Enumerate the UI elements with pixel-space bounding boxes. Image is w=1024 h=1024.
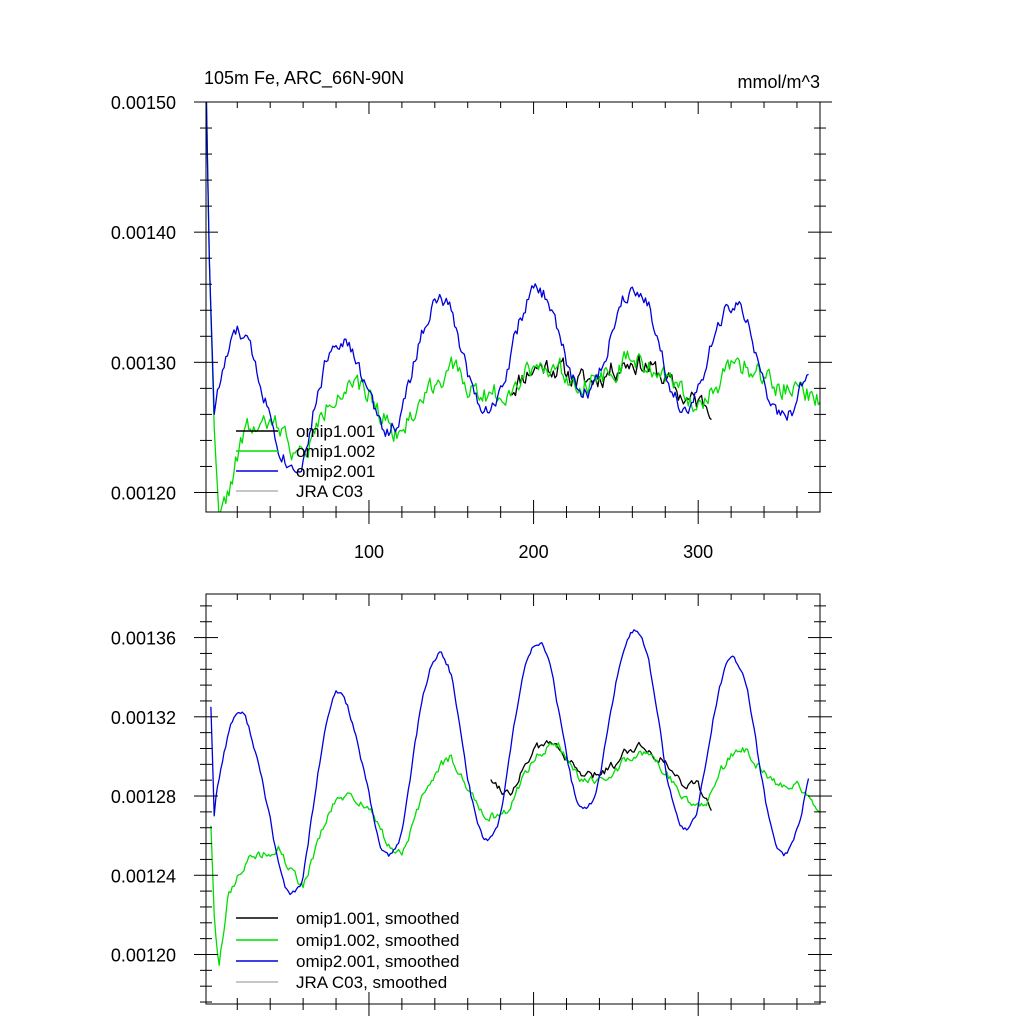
- y-tick-label: 0.00150: [111, 93, 176, 113]
- legend-label-jra-c03: JRA C03: [296, 482, 363, 501]
- series-line-omip1-002: [206, 102, 820, 512]
- plot-frame: [205, 101, 821, 513]
- legend-label-omip2-001: omip2.001: [296, 462, 375, 481]
- x-tick-label: 100: [354, 542, 384, 562]
- x-tick-label: 200: [519, 542, 549, 562]
- y-tick-label: 0.00128: [111, 787, 176, 807]
- y-tick-label: 0.00132: [111, 708, 176, 728]
- legend-label-omip1-001-smoothed: omip1.001, smoothed: [296, 909, 460, 928]
- units-label: mmol/m^3: [738, 72, 820, 92]
- series-line-omip1-002-smoothed: [210, 742, 820, 966]
- y-tick-label: 0.00120: [111, 945, 176, 965]
- legend-label-omip1-001: omip1.001: [296, 422, 375, 441]
- chart-title: 105m Fe, ARC_66N-90N: [204, 68, 404, 89]
- legend-label-omip2-001-smoothed: omip2.001, smoothed: [296, 952, 460, 971]
- legend-label-omip1-002-smoothed: omip1.002, smoothed: [296, 931, 460, 950]
- y-tick-label: 0.00130: [111, 353, 176, 373]
- y-tick-label: 0.00140: [111, 223, 176, 243]
- y-tick-label: 0.00124: [111, 866, 176, 886]
- y-tick-label: 0.00136: [111, 629, 176, 649]
- bottom-plot: 0.00120 0.00124 0.00128 0.00132 0.00136: [111, 593, 832, 1016]
- legend-label-omip1-002: omip1.002: [296, 442, 375, 461]
- legend-label-jra-c03-smoothed: JRA C03, smoothed: [296, 973, 447, 992]
- series-line-omip1-001: [510, 354, 712, 421]
- bottom-legend: omip1.001, smoothed omip1.002, smoothed …: [236, 909, 460, 992]
- x-tick-label: 300: [683, 542, 713, 562]
- series-line-omip1-001-smoothed: [490, 740, 712, 811]
- series-line-omip2-001-smoothed: [210, 629, 810, 896]
- top-legend: omip1.001 omip1.002 omip2.001 JRA C03: [236, 422, 375, 501]
- plot-frame: [205, 593, 821, 1005]
- top-plot: 100 200 300 0.00120 0.00130 0.00140 0.00150: [111, 93, 832, 562]
- series-line-omip2-001: [206, 102, 809, 474]
- y-tick-label: 0.00120: [111, 483, 176, 503]
